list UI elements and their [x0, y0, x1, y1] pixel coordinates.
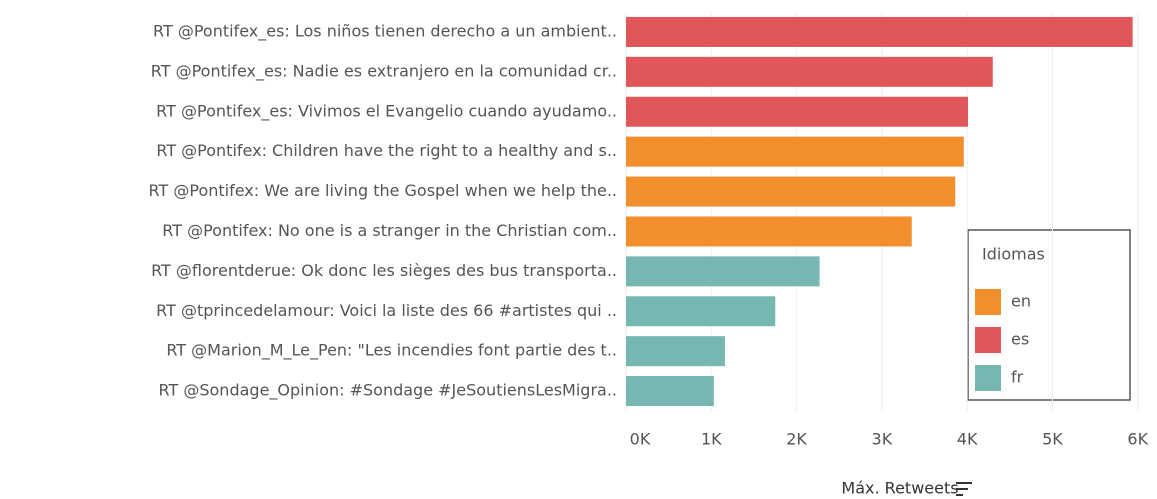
legend-swatch [975, 327, 1001, 353]
sort-icon [956, 482, 972, 496]
bar [626, 16, 1133, 47]
legend-label: en [1011, 292, 1031, 311]
bar [626, 256, 820, 287]
bar [626, 296, 776, 327]
y-tick-label: RT @florentderue: Ok donc les sièges des… [151, 261, 617, 280]
legend-swatch [975, 289, 1001, 315]
bar [626, 56, 993, 87]
x-tick-label: 2K [786, 430, 807, 449]
y-tick-label: RT @Pontifex: Children have the right to… [156, 141, 617, 160]
y-tick-label: RT @Pontifex_es: Nadie es extranjero en … [151, 61, 617, 81]
y-tick-label: RT @Sondage_Opinion: #Sondage #JeSoutien… [159, 381, 617, 401]
y-tick-label: RT @Pontifex: No one is a stranger in th… [162, 221, 617, 240]
x-tick-label: 6K [1127, 430, 1148, 449]
y-tick-label: RT @Marion_M_Le_Pen: "Les incendies font… [166, 341, 617, 361]
legend-title: Idiomas [982, 245, 1045, 264]
x-axis-title: Máx. Retweets [841, 479, 958, 498]
y-tick-label: RT @Pontifex_es: Vivimos el Evangelio cu… [156, 101, 617, 121]
x-tick-label: 5K [1042, 430, 1063, 449]
legend-swatch [975, 365, 1001, 391]
bar [626, 96, 969, 127]
bar [626, 376, 714, 407]
x-tick-label: 1K [701, 430, 722, 449]
y-tick-label: RT @Pontifex: We are living the Gospel w… [149, 181, 617, 200]
y-tick-label: RT @Pontifex_es: Los niños tienen derech… [153, 21, 617, 41]
bar [626, 176, 956, 207]
legend-label: es [1011, 330, 1029, 349]
bar [626, 336, 725, 367]
y-tick-label: RT @tprincedelamour: Voici la liste des … [156, 301, 617, 320]
x-tick-label: 4K [957, 430, 978, 449]
legend-label: fr [1011, 368, 1024, 387]
bar [626, 136, 964, 167]
x-tick-label: 3K [872, 430, 893, 449]
x-tick-label: 0K [630, 430, 651, 449]
bar [626, 216, 912, 247]
